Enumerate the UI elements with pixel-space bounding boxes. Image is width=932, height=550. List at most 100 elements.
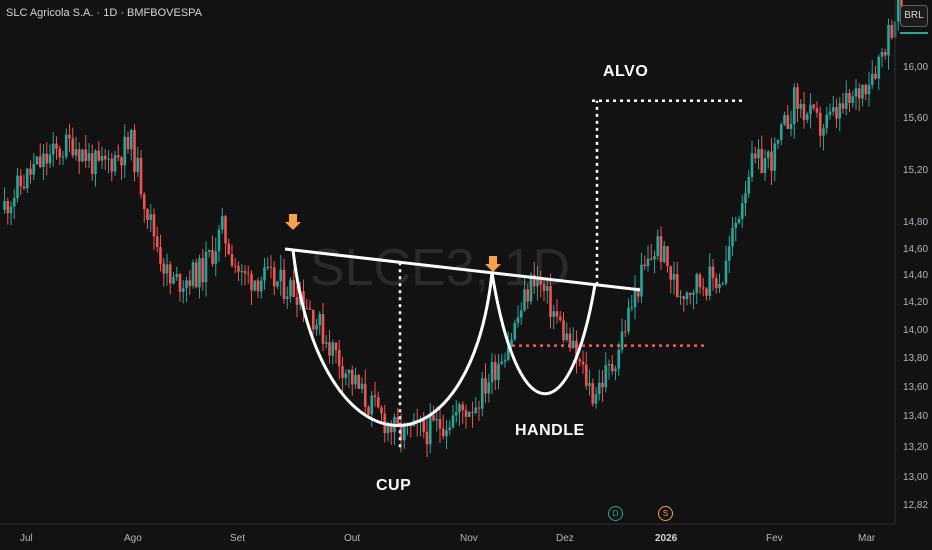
currency-button[interactable]: BRL — [900, 5, 928, 27]
candle-body — [55, 143, 58, 149]
candle-body — [341, 366, 344, 379]
candle-body — [776, 139, 780, 144]
candle-body — [207, 249, 211, 252]
candle-body — [523, 289, 526, 311]
candle-body — [792, 87, 796, 124]
candle-body — [152, 214, 156, 237]
candle-body — [597, 382, 601, 394]
candle-body — [328, 342, 331, 356]
candle-body — [578, 359, 582, 362]
candle-body — [149, 214, 153, 221]
candle-body — [133, 129, 136, 173]
candle-body — [51, 143, 55, 155]
candle-body — [113, 155, 117, 172]
y-tick-label: 12,82 — [903, 500, 929, 511]
candle-body — [9, 206, 13, 214]
candle-body — [584, 364, 588, 386]
x-tick-label: Mar — [858, 533, 876, 544]
symbol-header[interactable]: SLC Agricola S.A. · 1D · BMFBOVESPA — [6, 7, 203, 19]
candle-body — [542, 284, 546, 291]
candle-body — [448, 427, 452, 431]
candle-body — [272, 267, 276, 287]
candle-body — [185, 280, 188, 289]
candle-body — [337, 350, 341, 367]
candle-body — [77, 149, 81, 162]
last-price-marker — [900, 32, 928, 34]
candle-body — [100, 155, 104, 161]
candle-body — [142, 194, 146, 210]
candle-body — [682, 296, 686, 300]
y-tick-label: 14,20 — [903, 297, 929, 308]
candle-body — [360, 383, 364, 389]
candle-body — [165, 264, 169, 274]
candle-body — [545, 286, 549, 291]
candle-body — [779, 124, 783, 140]
candle-body — [230, 254, 234, 266]
candle-body — [493, 362, 497, 381]
candle-body — [29, 168, 32, 175]
candle-body — [445, 430, 448, 437]
candle-body — [159, 247, 162, 264]
candle-body — [204, 251, 208, 283]
split-marker[interactable]: S — [658, 506, 673, 521]
candle-body — [757, 148, 760, 159]
x-tick-label: Dez — [556, 533, 574, 544]
candle-body — [636, 287, 640, 297]
candle-body — [510, 339, 513, 347]
candle-body — [107, 158, 110, 160]
candle-body — [692, 292, 695, 295]
candle-body — [718, 284, 721, 289]
candle-body — [484, 378, 487, 394]
candle-body — [224, 216, 227, 244]
pattern-overlay — [284, 99, 745, 450]
candle-body — [172, 277, 175, 284]
candle-body — [376, 397, 380, 408]
candle-body — [835, 107, 838, 119]
candle-body — [558, 316, 562, 321]
candle-body — [721, 283, 725, 285]
candle-body — [575, 340, 578, 360]
x-tick-label: Nov — [460, 533, 478, 544]
candle-body — [737, 218, 741, 223]
candle-body — [532, 274, 536, 287]
candle-body — [461, 404, 465, 411]
candle-body — [120, 157, 123, 166]
candle-body — [536, 278, 539, 287]
candle-body — [500, 361, 504, 365]
candle-body — [890, 24, 894, 38]
candle-body — [519, 310, 523, 318]
candle-body — [656, 236, 660, 257]
candle-body — [295, 297, 299, 305]
candle-body — [263, 267, 266, 281]
candle-body — [435, 418, 439, 421]
candle-body — [620, 331, 624, 350]
candle-body — [201, 258, 205, 283]
candle-body — [220, 216, 224, 230]
candle-body — [750, 153, 754, 177]
candle-body — [129, 129, 133, 150]
candle-body — [16, 175, 19, 199]
candle-body — [240, 270, 244, 272]
candle-body — [815, 108, 819, 113]
candle-body — [877, 56, 881, 79]
candle-body — [467, 412, 471, 417]
candle-body — [90, 153, 94, 174]
candle-body — [94, 150, 97, 174]
candle-body — [458, 404, 461, 412]
candle-body — [250, 273, 253, 291]
candle-body — [883, 51, 887, 56]
candle-body — [84, 149, 88, 161]
x-tick-label: Out — [344, 533, 361, 544]
y-tick-label: 13,40 — [903, 411, 929, 422]
candle-body — [643, 264, 647, 267]
candle-body — [669, 266, 673, 280]
candle-body — [451, 415, 455, 428]
candle-body — [194, 262, 198, 288]
candle-body — [363, 383, 367, 408]
candle-body — [367, 407, 370, 415]
candle-body — [711, 266, 715, 279]
candle-body — [42, 153, 45, 168]
dividend-marker[interactable]: D — [608, 506, 623, 521]
